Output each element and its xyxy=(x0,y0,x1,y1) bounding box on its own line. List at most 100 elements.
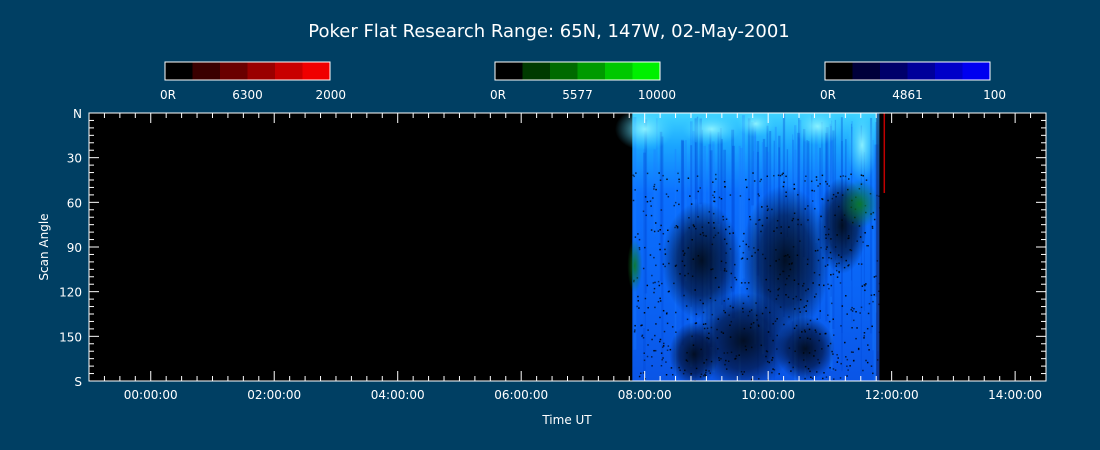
aurora-speckle xyxy=(642,372,645,374)
aurora-streak xyxy=(742,115,745,279)
colorbar-5577: 0R 5577 10000 xyxy=(490,61,676,102)
aurora-speckle xyxy=(665,193,668,195)
aurora-speckle xyxy=(738,354,740,356)
aurora-speckle xyxy=(659,229,661,231)
aurora-speckle xyxy=(708,332,710,335)
aurora-speckle xyxy=(780,232,782,234)
aurora-streak xyxy=(821,122,823,219)
aurora-speckle xyxy=(863,337,865,339)
aurora-speckle xyxy=(723,309,725,312)
aurora-speckle xyxy=(713,227,716,229)
colorbar-6300: 0R 6300 2000 xyxy=(160,61,346,102)
aurora-speckle xyxy=(720,357,722,360)
aurora-speckle xyxy=(833,334,835,336)
aurora-speckle xyxy=(697,190,699,193)
aurora-speckle xyxy=(641,334,644,337)
aurora-speckle xyxy=(836,353,838,356)
aurora-streak xyxy=(873,144,877,381)
aurora-speckle xyxy=(659,300,662,302)
aurora-speckle xyxy=(798,307,801,310)
aurora-speckle xyxy=(747,245,750,248)
colorbar-min-label: 0R xyxy=(160,88,176,102)
colorbar-frame xyxy=(164,61,331,81)
aurora-speckle xyxy=(650,205,652,207)
aurora-speckle xyxy=(789,268,792,271)
aurora-speckle xyxy=(708,370,710,372)
aurora-speckle xyxy=(811,200,814,202)
aurora-speckle xyxy=(826,183,829,185)
aurora-speckle xyxy=(654,306,656,309)
aurora-speckle xyxy=(803,329,806,331)
aurora-speckle xyxy=(836,234,838,236)
aurora-speckle xyxy=(653,183,656,186)
aurora-speckle xyxy=(659,297,661,300)
aurora-speckle xyxy=(819,183,821,185)
aurora-speckle xyxy=(634,236,637,238)
aurora-speckle xyxy=(790,370,792,372)
aurora-speckle xyxy=(722,332,725,334)
aurora-speckle xyxy=(827,314,829,316)
aurora-speckle xyxy=(782,270,784,273)
aurora-speckle xyxy=(662,309,665,312)
aurora-speckle xyxy=(641,324,643,326)
aurora-speckle xyxy=(817,358,819,361)
aurora-speckle xyxy=(675,224,678,227)
aurora-speckle xyxy=(823,284,825,287)
aurora-speckle xyxy=(831,197,834,200)
aurora-speckle xyxy=(840,325,842,327)
colorbar-segment xyxy=(962,62,991,80)
aurora-speckle xyxy=(794,308,796,310)
aurora-speckle xyxy=(724,311,726,314)
aurora-speckle xyxy=(755,314,758,317)
aurora-streak xyxy=(717,132,720,225)
aurora-speckle xyxy=(705,371,707,374)
aurora-speckle xyxy=(678,178,680,181)
aurora-speckle xyxy=(747,282,750,284)
aurora-speckle xyxy=(700,348,702,351)
aurora-speckle xyxy=(709,372,711,374)
aurora-speckle xyxy=(655,264,657,267)
x-tick-label: 14:00:00 xyxy=(988,388,1042,402)
aurora-speckle xyxy=(762,253,764,256)
aurora-speckle xyxy=(778,373,780,375)
aurora-speckle xyxy=(642,337,645,339)
colorbar-frame xyxy=(824,61,991,81)
aurora-speckle xyxy=(716,328,718,331)
aurora-speckle xyxy=(757,249,759,251)
aurora-speckle xyxy=(651,274,653,277)
aurora-speckle xyxy=(766,205,769,208)
aurora-speckle xyxy=(704,323,707,325)
aurora-speckle xyxy=(853,307,855,310)
aurora-speckle xyxy=(838,262,840,264)
aurora-speckle xyxy=(658,172,660,174)
aurora-speckle xyxy=(831,350,833,353)
aurora-speckle xyxy=(767,208,769,210)
aurora-speckle xyxy=(813,271,816,274)
aurora-speckle xyxy=(816,371,818,373)
aurora-speckle xyxy=(779,273,781,276)
aurora-speckle xyxy=(766,175,769,178)
aurora-speckle xyxy=(723,238,726,241)
aurora-speckle xyxy=(749,218,752,221)
aurora-speckle xyxy=(804,180,806,182)
aurora-speckle xyxy=(686,360,689,362)
aurora-speckle xyxy=(646,355,649,358)
aurora-speckle xyxy=(710,326,713,329)
aurora-speckle xyxy=(714,277,717,279)
aurora-speckle xyxy=(859,236,862,238)
aurora-speckle xyxy=(776,334,778,337)
aurora-speckle xyxy=(797,223,799,226)
aurora-speckle xyxy=(773,230,775,232)
aurora-speckle xyxy=(856,240,858,242)
aurora-speckle xyxy=(838,205,840,208)
aurora-speckle xyxy=(786,277,788,280)
aurora-speckle xyxy=(724,363,726,366)
aurora-speckle xyxy=(846,365,848,368)
aurora-speckle xyxy=(857,347,860,350)
aurora-speckle xyxy=(813,296,816,298)
aurora-speckle xyxy=(850,308,852,311)
aurora-streak xyxy=(806,140,809,223)
aurora-speckle xyxy=(744,345,747,348)
aurora-speckle xyxy=(828,287,830,290)
aurora-speckle xyxy=(846,375,848,377)
